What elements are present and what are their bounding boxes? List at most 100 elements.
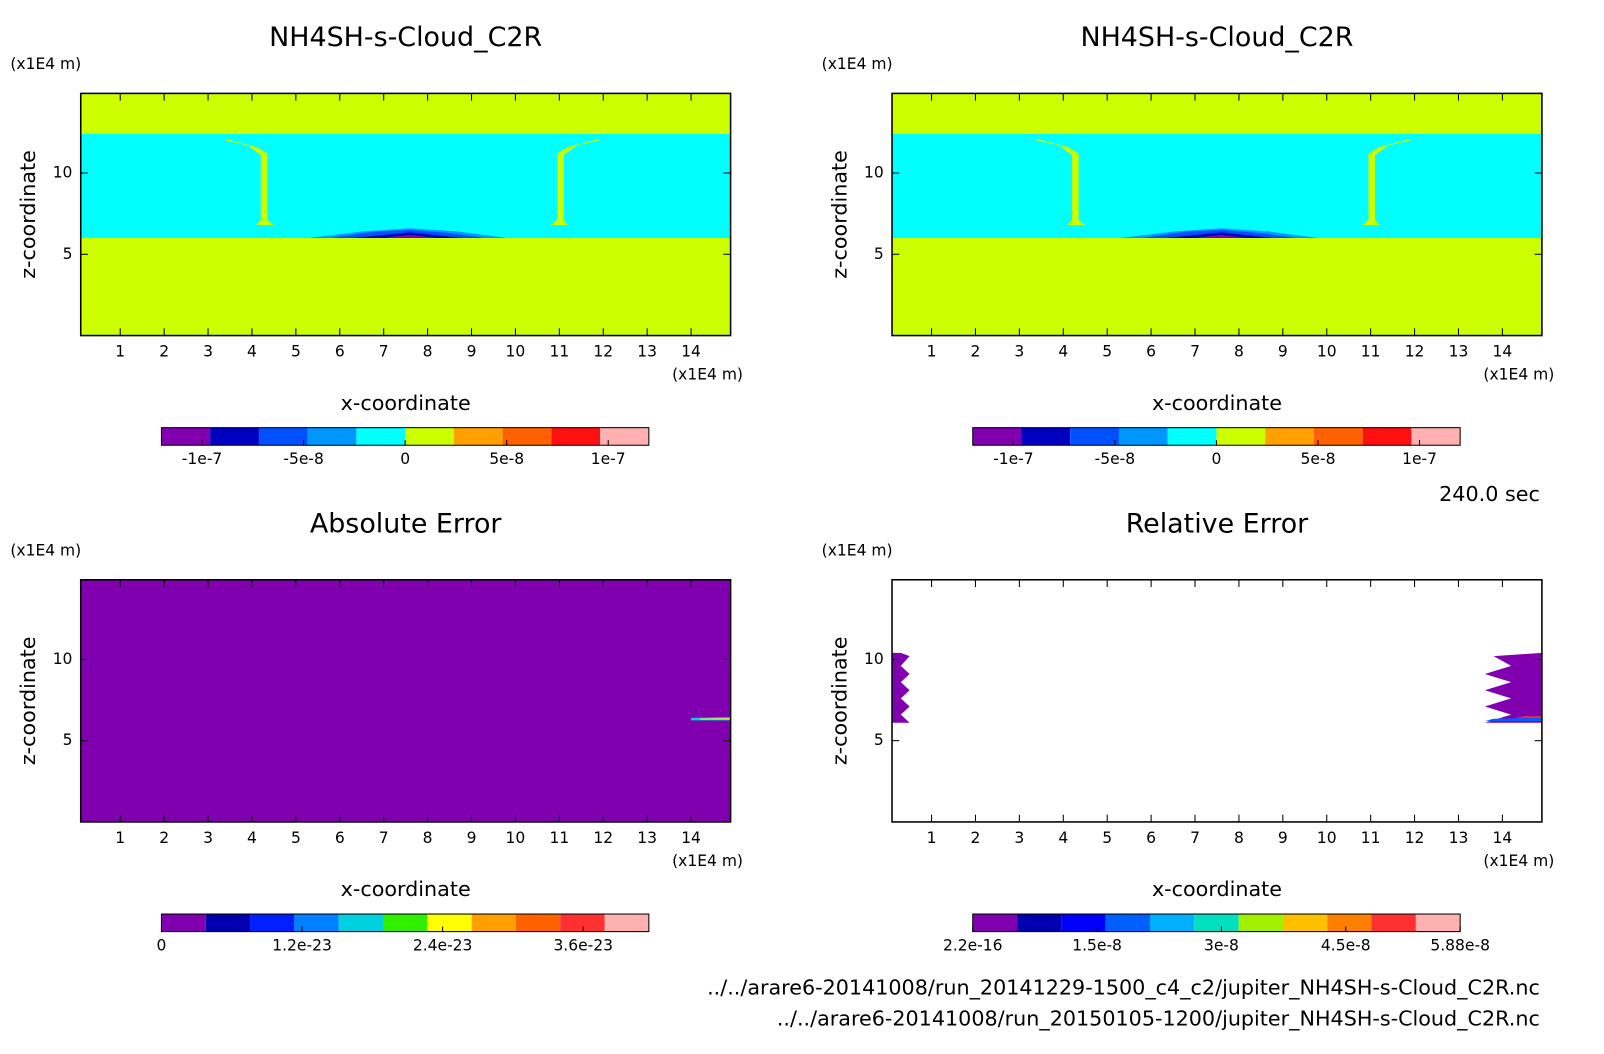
x-tick-label: 3 (203, 829, 213, 847)
x-tick-label: 8 (1234, 829, 1244, 847)
x-tick-label: 6 (1146, 343, 1156, 361)
plot-frame (79, 92, 732, 337)
x-tick-label: 5 (1102, 343, 1112, 361)
x-tick-label: 7 (1190, 343, 1200, 361)
colorbar-tick-label: 3e-8 (1204, 937, 1239, 955)
colorbar-box (453, 427, 503, 446)
x-unit: (x1E4 m) (672, 365, 743, 383)
y-unit: (x1E4 m) (10, 541, 81, 559)
x-tick-label: 11 (1361, 343, 1381, 361)
file-path: ../../arare6-20141008/run_20141229-1500_… (707, 976, 1540, 1001)
x-tick-label: 7 (379, 343, 389, 361)
x-tick-label: 4 (1058, 829, 1068, 847)
colorbar-tick-label: 0 (1212, 450, 1222, 468)
colorbar-box (1313, 427, 1363, 446)
contour-region (80, 134, 731, 239)
colorbar-box (972, 427, 1022, 446)
x-axis-label: x-coordinate (341, 391, 471, 415)
colorbar-box (1021, 427, 1071, 446)
y-tick-label: 10 (53, 164, 73, 182)
colorbar-box (294, 914, 339, 932)
colorbar-box (338, 914, 383, 932)
x-tick-label: 14 (1493, 829, 1513, 847)
plot-frame (79, 579, 732, 823)
colorbar-tick-label: -5e-8 (1095, 450, 1136, 468)
chart-title: Absolute Error (310, 508, 503, 539)
x-tick-label: 10 (506, 829, 526, 847)
colorbar-box (600, 427, 649, 446)
x-tick-label: 2 (971, 829, 981, 847)
colorbar-box (1017, 914, 1062, 932)
colorbar-tick-label: 5e-8 (489, 450, 524, 468)
y-tick-label: 10 (864, 650, 884, 668)
colorbar-tick-label: 5e-8 (1301, 450, 1336, 468)
contour-region (1036, 138, 1086, 226)
x-tick-label: 14 (1493, 343, 1513, 361)
colorbar-tick-label: -5e-8 (283, 450, 324, 468)
colorbar-box (1265, 427, 1314, 446)
colorbar-tick-label: 0 (400, 450, 410, 468)
x-tick-label: 3 (1014, 829, 1024, 847)
colorbar-box (405, 427, 454, 446)
colorbar-tick-label: -1e-7 (182, 450, 223, 468)
time-label: 240.0 sec (1439, 482, 1540, 506)
colorbar-box (471, 914, 516, 932)
y-tick-label: 5 (63, 731, 73, 749)
colorbar-box (1371, 914, 1416, 932)
colorbar-box (427, 914, 472, 932)
chart-title: NH4SH-s-Cloud_C2R (1080, 22, 1353, 53)
x-tick-label: 11 (1361, 829, 1381, 847)
x-axis-label: x-coordinate (1152, 877, 1282, 901)
colorbar-tick-label: 1e-7 (591, 450, 626, 468)
x-tick-label: 6 (335, 343, 345, 361)
x-tick-label: 11 (549, 829, 569, 847)
x-tick-label: 5 (291, 343, 301, 361)
file-path: ../../arare6-20141008/run_20150105-1200/… (777, 1007, 1540, 1032)
y-tick-label: 10 (864, 164, 884, 182)
x-tick-label: 8 (423, 343, 433, 361)
colorbar-tick-label: 0 (156, 937, 166, 955)
x-tick-label: 9 (1278, 829, 1288, 847)
colorbar-box (1327, 914, 1372, 932)
colorbar-box (1216, 427, 1266, 446)
x-tick-label: 12 (1405, 829, 1425, 847)
x-tick-label: 1 (115, 343, 125, 361)
colorbar-box (1167, 427, 1217, 446)
x-tick-label: 14 (681, 343, 701, 361)
colorbar-box (1362, 427, 1412, 446)
colorbar-tick-label: 1.2e-23 (272, 937, 332, 955)
colorbar-box (307, 427, 357, 446)
colorbar-box (502, 427, 552, 446)
x-tick-label: 7 (1190, 829, 1200, 847)
colorbar-box (560, 914, 605, 932)
colorbar-box (161, 427, 211, 446)
x-tick-label: 7 (379, 829, 389, 847)
x-tick-label: 10 (506, 343, 526, 361)
x-tick-label: 13 (637, 829, 657, 847)
contour-region (892, 134, 1542, 239)
x-tick-label: 1 (927, 829, 937, 847)
y-tick-label: 10 (53, 650, 73, 668)
y-axis-label: z-coordinate (827, 637, 851, 766)
x-tick-label: 10 (1317, 829, 1337, 847)
colorbar-box (1411, 427, 1461, 446)
x-tick-label: 2 (159, 343, 169, 361)
x-tick-label: 2 (159, 829, 169, 847)
contour-region (892, 652, 910, 723)
x-unit: (x1E4 m) (672, 852, 743, 870)
y-axis-label: z-coordinate (16, 637, 40, 766)
x-tick-label: 1 (115, 829, 125, 847)
colorbar-box (1118, 427, 1168, 446)
x-tick-label: 9 (1278, 343, 1288, 361)
colorbar-frame (972, 913, 1461, 933)
colorbar-box (1415, 914, 1461, 932)
x-tick-label: 5 (291, 829, 301, 847)
colorbar-box (972, 914, 1018, 932)
contour-region (1195, 234, 1248, 239)
y-axis-label: z-coordinate (16, 150, 40, 279)
colorbar-box (1194, 914, 1239, 932)
x-tick-label: 12 (593, 829, 613, 847)
x-tick-label: 4 (247, 829, 257, 847)
colorbar-tick-label: 4.5e-8 (1321, 937, 1371, 955)
